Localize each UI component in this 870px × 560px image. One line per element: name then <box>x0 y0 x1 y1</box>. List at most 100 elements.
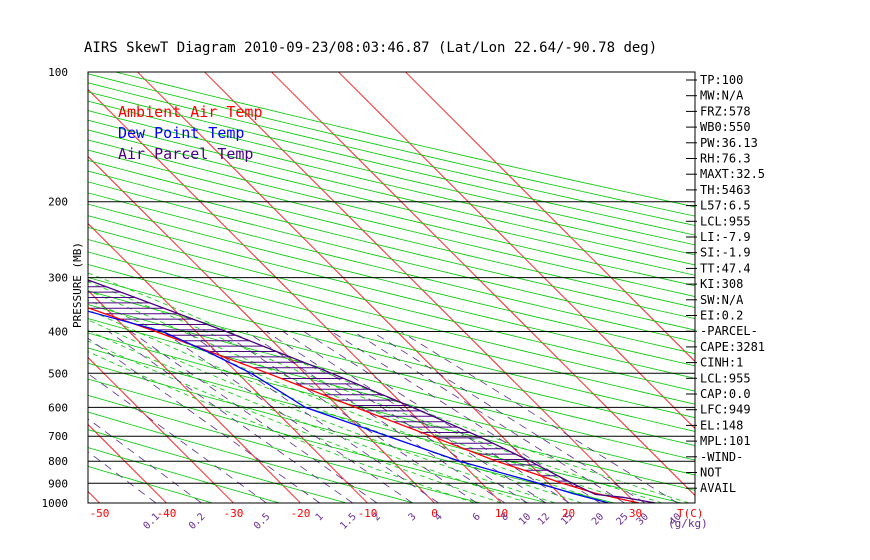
dry-adiabat <box>88 332 695 491</box>
bottom-temp-tick-label: 0 <box>431 507 438 520</box>
dry-adiabat <box>88 91 695 236</box>
index-label: TT:47.4 <box>700 261 751 275</box>
dew-point-templine <box>88 310 609 503</box>
dry-adiabat <box>88 304 695 461</box>
index-label: SW:N/A <box>700 293 744 307</box>
dry-adiabat <box>88 119 695 266</box>
index-label: LFC:949 <box>700 403 751 417</box>
dry-adiabat <box>88 139 695 287</box>
isotherm-line <box>204 72 636 503</box>
index-label: RH:76.3 <box>700 152 751 166</box>
mixing-ratio-line <box>88 337 320 503</box>
isotherm-line <box>88 155 435 503</box>
isotherm-line <box>271 72 695 497</box>
dry-adiabat <box>88 170 695 320</box>
dry-adiabat <box>88 411 414 503</box>
isotherm-line <box>88 222 368 503</box>
dry-adiabat <box>88 378 548 503</box>
mixing-ratio-line <box>282 331 547 503</box>
bottom-temp-tick-label: 20 <box>562 507 575 520</box>
index-label: CAP:0.0 <box>700 387 751 401</box>
mixing-ratio-tick-label: 1.5 <box>338 511 359 532</box>
mixing-ratio-tick-label: 6 <box>471 511 483 523</box>
index-label: MW:N/A <box>700 89 744 103</box>
profile-lines <box>88 279 656 503</box>
index-label: LCL:955 <box>700 371 751 385</box>
legend-entry: Ambient Air Temp <box>118 103 263 121</box>
dry-adiabat <box>88 394 481 503</box>
index-label: CAPE:3281 <box>700 340 765 354</box>
mixing-ratio-line <box>353 331 625 503</box>
pressure-tick-label: 200 <box>48 196 68 209</box>
bottom-temp-tick-label: -40 <box>157 507 177 520</box>
index-label: EL:148 <box>700 418 743 432</box>
index-label: TP:100 <box>700 73 743 87</box>
mixing-ratio-line <box>108 331 353 503</box>
index-label: EI:0.2 <box>700 309 743 323</box>
ambient-air-templine <box>88 307 640 503</box>
dry-adiabat <box>88 82 695 226</box>
dry-adiabat <box>88 203 695 355</box>
dry-adiabat <box>88 149 695 297</box>
mixing-ratio-tick-label: 20 <box>590 511 606 527</box>
dry-adiabat <box>88 100 695 246</box>
mixing-ratio-line <box>162 331 413 503</box>
mixing-ratio-tick-label: 1 <box>314 511 326 523</box>
index-label: PW:36.13 <box>700 136 758 150</box>
bottom-temp-tick-label: -20 <box>291 507 311 520</box>
plot-frame <box>87 71 696 504</box>
index-label: SI:-1.9 <box>700 246 751 260</box>
index-label: MAXT:32.5 <box>700 167 765 181</box>
dry-adiabat <box>88 215 695 367</box>
dry-adiabat <box>88 160 695 308</box>
index-label: FRZ:578 <box>700 104 751 118</box>
mixing-ratio-tick-label: 0.5 <box>252 511 273 532</box>
bottom-temp-tick-label: 30 <box>629 507 642 520</box>
isotherm-line <box>405 72 695 363</box>
dry-adiabat <box>88 129 695 276</box>
mixing-ratio-line <box>220 331 478 503</box>
dry-adiabat <box>88 192 695 343</box>
pressure-tick-label: 300 <box>48 272 68 285</box>
moist-adiabat <box>88 329 529 503</box>
dry-adiabat <box>88 362 615 503</box>
mixing-ratio-tick-label: 2 <box>371 511 383 523</box>
legend-entry: Dew Point Temp <box>118 124 244 142</box>
pressure-tick-label: 800 <box>48 455 68 468</box>
air-parcel-templine <box>88 279 656 503</box>
mixing-ratio-line <box>331 331 601 503</box>
mixing-ratio-tick-label: 3 <box>407 511 419 523</box>
dry-adiabat <box>88 226 695 379</box>
mixing-ratio-line <box>371 331 646 503</box>
mixing-ratio-unit-label: (g/kg) <box>668 517 708 530</box>
pressure-tick-label: 700 <box>48 430 68 443</box>
mixing-ratio-tick-label: 10 <box>517 511 533 527</box>
mixing-ratio-line <box>400 331 678 503</box>
dry-adiabat <box>88 429 347 503</box>
legend-entry: Air Parcel Temp <box>118 145 253 163</box>
axes: 1002003004005006007008009001000-120-110-… <box>42 66 708 532</box>
pressure-tick-label: 400 <box>48 325 68 338</box>
pressure-tick-label: 600 <box>48 401 68 414</box>
isotherm-line <box>338 72 695 430</box>
mixing-ratio-line <box>265 331 528 503</box>
mixing-ratio-line <box>88 373 267 503</box>
moist-adiabat <box>88 340 502 503</box>
dry-adiabat <box>88 347 682 503</box>
moist-adiabat <box>88 351 475 503</box>
isotherm-line <box>137 72 569 503</box>
pressure-tick-label: 500 <box>48 367 68 380</box>
mixing-ratio-line <box>245 331 506 503</box>
index-label: MPL:101 <box>700 434 751 448</box>
isotherm-line <box>88 289 301 503</box>
moist-adiabat <box>88 319 556 503</box>
legend: Ambient Air Temp Dew Point Temp Air Parcel… <box>118 103 263 163</box>
index-label: -WIND- <box>700 450 743 464</box>
dry-adiabat <box>88 181 695 331</box>
mixing-ratio-tick-label: 0.2 <box>187 511 208 532</box>
mixing-ratio-line <box>186 331 439 503</box>
dry-adiabat <box>88 239 695 392</box>
index-label: WB0:550 <box>700 120 751 134</box>
mixing-ratio-tick-label: 8 <box>499 511 511 523</box>
